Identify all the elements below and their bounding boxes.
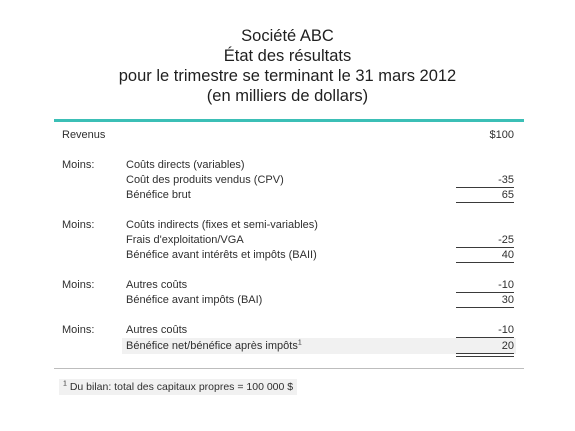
gross-profit-label: Bénéfice brut bbox=[126, 189, 191, 201]
footnote-rule bbox=[54, 368, 524, 369]
other1-prefix: Moins: bbox=[62, 279, 95, 291]
sga-amount: -25 bbox=[498, 234, 514, 246]
direct-heading: Coûts directs (variables) bbox=[126, 159, 245, 171]
ebit-underline bbox=[456, 262, 514, 263]
ebt-underline bbox=[456, 307, 514, 308]
indirect-heading: Coûts indirects (fixes et semi-variables… bbox=[126, 219, 318, 231]
net-income-text: Bénéfice net/bénéfice après impôts bbox=[126, 340, 298, 352]
net-income-double-line-bottom bbox=[456, 356, 514, 357]
other1-label: Autres coûts bbox=[126, 279, 188, 291]
revenue-label: Revenus bbox=[62, 129, 106, 141]
ebit-label: Bénéfice avant intérêts et impôts (BAII) bbox=[126, 249, 317, 261]
other1-underline bbox=[456, 292, 514, 293]
net-income-amount: 20 bbox=[501, 340, 514, 352]
indirect-prefix: Moins: bbox=[62, 219, 95, 231]
net-income-footnote-ref: 1 bbox=[297, 339, 302, 347]
gross-profit-amount: 65 bbox=[501, 189, 514, 201]
cogs-amount: -35 bbox=[498, 174, 514, 186]
ebit-amount: 40 bbox=[501, 249, 514, 261]
footnote: 1 Du bilan: total des capitaux propres =… bbox=[59, 379, 298, 395]
statement-units: (en milliers de dollars) bbox=[206, 87, 369, 105]
sga-underline bbox=[456, 247, 514, 248]
cogs-label: Coût des produits vendus (CPV) bbox=[126, 174, 284, 186]
cogs-underline bbox=[456, 187, 514, 188]
other2-prefix: Moins: bbox=[62, 324, 95, 336]
net-income-double-line-top bbox=[456, 353, 514, 354]
net-income-label: Bénéfice net/bénéfice après impôts1 bbox=[126, 339, 302, 353]
other2-amount: -10 bbox=[498, 324, 514, 336]
revenue-amount: $100 bbox=[489, 129, 514, 141]
direct-prefix: Moins: bbox=[62, 159, 95, 171]
statement-name: État des résultats bbox=[223, 47, 352, 65]
company-name: Société ABC bbox=[241, 27, 334, 45]
statement-period: pour le trimestre se terminant le 31 mar… bbox=[118, 67, 457, 85]
statement-title: Société ABC État des résultats pour le t… bbox=[0, 26, 575, 106]
other2-underline bbox=[456, 337, 514, 338]
other2-label: Autres coûts bbox=[126, 324, 188, 336]
ebt-label: Bénéfice avant impôts (BAI) bbox=[126, 294, 263, 306]
sga-label: Frais d'exploitation/VGA bbox=[126, 234, 244, 246]
other1-amount: -10 bbox=[498, 279, 514, 291]
footnote-text: Du bilan: total des capitaux propres = 1… bbox=[66, 381, 294, 393]
ebt-amount: 30 bbox=[501, 294, 514, 306]
gross-profit-underline bbox=[456, 202, 514, 203]
header-rule bbox=[54, 119, 524, 122]
footnote-marker: 1 bbox=[63, 380, 67, 388]
net-income-highlight bbox=[122, 338, 516, 354]
